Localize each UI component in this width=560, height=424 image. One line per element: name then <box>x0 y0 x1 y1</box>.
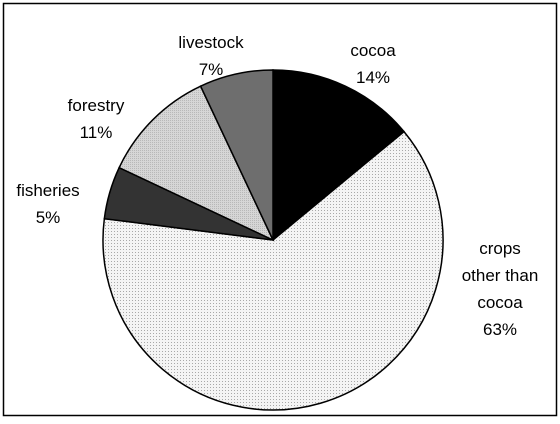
slice-label-livestock: livestock 7% <box>178 33 244 79</box>
slice-label-crops-other-than-cocoa: crops other than cocoa 63% <box>462 239 539 339</box>
slices-layer <box>102 69 444 411</box>
pie-slice-forestry <box>118 85 275 242</box>
slice-label-forestry: forestry 11% <box>68 96 125 142</box>
slice-label-cocoa: cocoa 14% <box>350 41 396 87</box>
slice-label-fisheries: fisheries 5% <box>16 181 79 227</box>
pie-slice-crops-other-than-cocoa <box>102 130 444 411</box>
labels-layer: cocoa 14% crops other than cocoa 63% fisheries… <box>16 33 538 339</box>
pie-slice-livestock <box>199 69 274 241</box>
pie-slice-cocoa <box>272 69 406 242</box>
